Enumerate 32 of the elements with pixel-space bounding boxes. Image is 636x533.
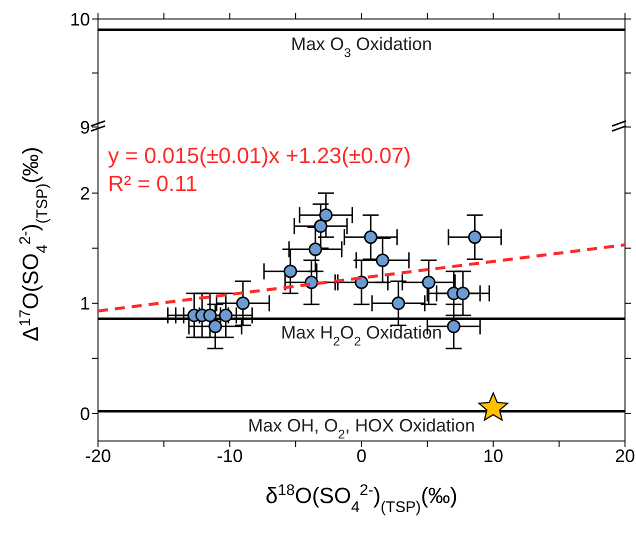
point (446, 320, 460, 334)
x-tick-label: 10 (483, 446, 504, 466)
y-tick-label: 9 (80, 117, 90, 138)
x-tick-label: 0 (356, 446, 367, 466)
point (376, 254, 390, 268)
x-tick-label: -10 (216, 446, 243, 466)
point (456, 286, 470, 300)
x-tick-label: 20 (614, 446, 636, 466)
point (392, 296, 406, 310)
annotation: y = 0.015(±0.01)x +1.23(±0.07) (108, 143, 411, 169)
point (422, 276, 436, 290)
point (319, 208, 333, 222)
point (219, 308, 233, 322)
point (308, 242, 322, 256)
point (468, 230, 482, 244)
y-tick-label: 1 (80, 294, 90, 314)
y-tick-label: 10 (70, 9, 90, 30)
point (364, 230, 378, 244)
point (354, 276, 368, 290)
ref-line-label: Max H$_{2}$O$_{2}$ Oxidation (280, 322, 442, 349)
point (314, 219, 328, 233)
point (236, 296, 250, 310)
point (203, 308, 217, 322)
x-axis-title: δ$^{18}$O(SO$_{4}$$^{2-}$)$_{(TSP)}$(‰) (265, 482, 458, 516)
legend-label: Max O$_{3}$ Oxidation (290, 34, 432, 60)
y-tick-label: 2 (80, 183, 90, 204)
point (284, 264, 298, 278)
annotation: R² = 0.11 (108, 171, 198, 197)
x-tick-label: -20 (84, 446, 112, 466)
ref-line-label: Max OH, O$_{2}$, HOX Oxidation (248, 415, 476, 442)
y-tick-label: 0 (80, 404, 90, 424)
point (208, 320, 222, 334)
